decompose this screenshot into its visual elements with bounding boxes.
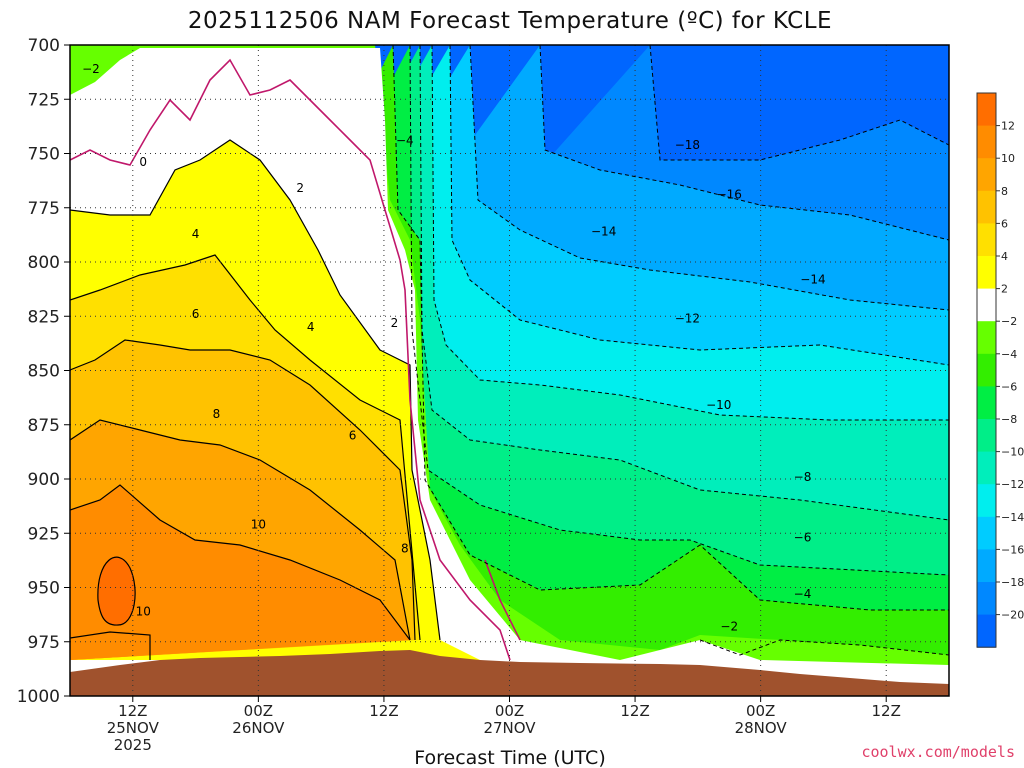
colorbar-label: −12 <box>1001 478 1024 491</box>
x-tick-label-hour: 12Z <box>872 702 901 720</box>
terrain <box>70 650 949 696</box>
x-axis-title: Forecast Time (UTC) <box>414 747 605 768</box>
colorbar-swatch <box>977 549 996 583</box>
colorbar-label: −6 <box>1001 380 1017 393</box>
x-tick-label-date: 28NOV <box>735 719 788 737</box>
freezing-contour <box>70 58 521 661</box>
colorbar-swatch <box>977 419 996 453</box>
colorbar-label: −8 <box>1001 413 1017 426</box>
x-tick-label-date: 26NOV <box>232 719 285 737</box>
band-plus12 <box>97 557 136 626</box>
colorbar-label: −20 <box>1001 609 1024 622</box>
contour-label: 2 <box>296 181 304 195</box>
y-tick-label: 700 <box>28 36 60 56</box>
band-plus10 <box>70 485 410 660</box>
plot-frame <box>69 44 950 697</box>
contour-label: −8 <box>794 470 812 484</box>
colorbar-label: −16 <box>1001 543 1024 556</box>
contour-label: −4 <box>396 133 414 147</box>
y-tick-label: 925 <box>28 524 60 544</box>
colorbar-swatch <box>977 582 996 616</box>
contour-label: 6 <box>349 429 357 443</box>
contour-label: 10 <box>136 604 151 618</box>
contour-label: 0 <box>139 155 147 169</box>
contour-label: −10 <box>706 398 731 412</box>
contour-label: 8 <box>213 407 221 421</box>
colorbar-swatch <box>977 386 996 420</box>
colorbar-label: −10 <box>1001 446 1024 459</box>
contour-label: 4 <box>192 227 200 241</box>
y-tick-label: 825 <box>28 307 60 327</box>
colorbar-swatch <box>977 223 996 257</box>
colorbar-label: −4 <box>1001 348 1017 361</box>
colorbar-swatch <box>977 353 996 387</box>
colorbar-swatch <box>977 484 996 518</box>
contour-label: −16 <box>717 188 742 202</box>
x-tick-label-hour: 00Z <box>746 702 775 720</box>
colorbar-label: −2 <box>1001 315 1017 328</box>
contour-label: −14 <box>591 225 616 239</box>
x-tick-label-hour: 12Z <box>118 702 147 720</box>
y-tick-label: 750 <box>28 145 60 165</box>
contour-label: −12 <box>675 311 700 325</box>
colorbar: 12 10 8 6 4 2 −2 −4 −6 −8 −10 −12 −14 −16 −18 −20 <box>976 92 1024 648</box>
y-tick-label: 875 <box>28 416 60 436</box>
x-tick-label-hour: 12Z <box>369 702 398 720</box>
y-tick-label: 900 <box>28 470 60 490</box>
colorbar-swatch <box>977 614 996 648</box>
y-tick-label: 800 <box>28 253 60 273</box>
contour-label: 6 <box>192 307 200 321</box>
contour-label: −2 <box>82 62 100 76</box>
y-tick-label: 850 <box>28 362 60 382</box>
colorbar-swatch <box>977 125 996 159</box>
colorbar-frame <box>976 92 997 648</box>
colorbar-swatch <box>977 451 996 485</box>
contour-label: 2 <box>391 316 399 330</box>
y-axis-labels: 700 725 750 775 800 825 850 875 900 925 950 975 1000 <box>17 36 60 707</box>
y-tick-label: 950 <box>28 579 60 599</box>
colorbar-swatch <box>977 158 996 192</box>
contour-labels: −2 0 2 4 6 4 2 8 6 10 8 10 −4 −18 −16 −14 −14 −12 −10 −8 −6 −… <box>82 62 826 634</box>
colorbar-label: −18 <box>1001 576 1024 589</box>
y-tick-label: 725 <box>28 90 60 110</box>
colorbar-swatch <box>977 93 996 127</box>
credit-text: coolwx.com/models <box>861 743 1015 761</box>
y-tick-label: 775 <box>28 199 60 219</box>
x-tick-label-hour: 00Z <box>495 702 524 720</box>
colorbar-label: 10 <box>1001 152 1015 165</box>
colorbar-label: 12 <box>1001 120 1015 133</box>
contour-label: −4 <box>794 587 812 601</box>
grid-lines <box>64 44 949 702</box>
colorbar-label: −14 <box>1001 511 1024 524</box>
colorbar-swatch <box>977 190 996 224</box>
x-tick-label-hour: 00Z <box>244 702 273 720</box>
colorbar-swatch <box>977 321 996 355</box>
chart-title: 2025112506 NAM Forecast Temperature (ºC)… <box>188 8 832 34</box>
colorbar-swatch <box>977 256 996 290</box>
colorbar-label: 6 <box>1001 217 1008 230</box>
dashed-contours <box>392 45 949 656</box>
x-tick-label-hour: 12Z <box>620 702 649 720</box>
contour-label: −18 <box>675 138 700 152</box>
y-tick-label: 1000 <box>17 687 60 707</box>
contour-label: 8 <box>401 541 409 555</box>
contour-label: −6 <box>794 531 812 545</box>
colorbar-swatch <box>977 288 996 322</box>
contour-label: −14 <box>800 272 825 286</box>
colorbar-label: 8 <box>1001 185 1008 198</box>
contour-label: 10 <box>251 518 266 532</box>
colorbar-label: 2 <box>1001 283 1008 296</box>
x-tick-label-date: 25NOV <box>107 719 160 737</box>
contour-label: 4 <box>307 320 315 334</box>
colorbar-swatch <box>977 516 996 550</box>
contour-label: −2 <box>720 620 738 634</box>
y-tick-label: 975 <box>28 633 60 653</box>
x-tick-label-year: 2025 <box>114 736 152 754</box>
x-tick-label-date: 27NOV <box>483 719 536 737</box>
colorbar-label: 4 <box>1001 250 1008 263</box>
